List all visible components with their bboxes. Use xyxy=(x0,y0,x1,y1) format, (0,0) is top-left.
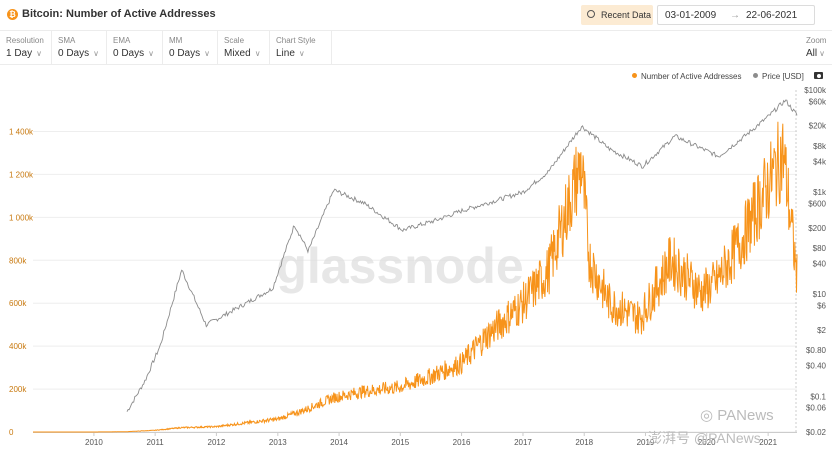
chart-style-value: Line xyxy=(276,48,295,59)
y-right-tick-label: $0.40 xyxy=(806,362,827,371)
watermark-logo: glassnode xyxy=(276,238,523,294)
scale-label: Scale xyxy=(224,36,245,45)
mm-select[interactable]: MM 0 Days ∨ xyxy=(163,31,218,64)
y-right-tick-label: $1k xyxy=(813,188,827,197)
chart-style-label: Chart Style xyxy=(276,36,316,45)
y-right-tick-label: $40 xyxy=(813,259,827,268)
y-right-tick-label: $0.1 xyxy=(810,392,826,401)
y-right-tick-label: $600 xyxy=(808,199,826,208)
chevron-down-icon: ∨ xyxy=(36,49,42,58)
y-left-tick-label: 800k xyxy=(9,256,27,265)
y-right-tick-label: $0.02 xyxy=(806,428,827,437)
y-left-tick-label: 400k xyxy=(9,342,27,351)
y-right-tick-label: $60k xyxy=(809,97,827,106)
recent-data-button[interactable]: Recent Data xyxy=(581,5,653,25)
mm-label: MM xyxy=(169,36,183,45)
y-right-tick-label: $100k xyxy=(804,86,827,95)
chevron-down-icon: ∨ xyxy=(298,49,305,58)
y-left-tick-label: 0 xyxy=(9,428,14,437)
legend-item-price[interactable]: Price [USD] xyxy=(753,72,804,81)
legend-dot xyxy=(632,73,637,78)
scale-select[interactable]: Scale Mixed ∨ xyxy=(218,31,270,64)
wechat-icon: ◎ xyxy=(700,407,718,424)
y-left-tick-label: 1 200k xyxy=(9,170,34,179)
y-right-tick-label: $6 xyxy=(817,302,826,311)
x-tick-label: 2019 xyxy=(637,438,655,447)
legend-label: Number of Active Addresses xyxy=(641,72,742,81)
x-tick-label: 2018 xyxy=(575,438,593,447)
watermark-prefix: 澎湃号 xyxy=(648,430,690,446)
ema-select[interactable]: EMA 0 Days ∨ xyxy=(107,31,163,64)
y-left-tick-label: 200k xyxy=(9,385,27,394)
x-tick-label: 2016 xyxy=(453,438,471,447)
camera-icon[interactable] xyxy=(814,72,823,79)
resolution-label: Resolution xyxy=(6,36,44,45)
y-left-tick-label: 1 000k xyxy=(9,213,34,222)
chevron-down-icon: ∨ xyxy=(819,49,825,58)
x-tick-label: 2011 xyxy=(147,438,165,447)
legend-label: Price [USD] xyxy=(762,72,804,81)
arrow-right-icon: → xyxy=(730,10,740,21)
y-right-tick-label: $4k xyxy=(813,157,827,166)
date-start[interactable]: 03-01-2009 xyxy=(665,10,717,21)
zoom-select[interactable]: Zoom All ∨ xyxy=(800,31,832,64)
legend-dot xyxy=(753,73,758,78)
y-right-tick-label: $2 xyxy=(817,326,826,335)
sma-select[interactable]: SMA 0 Days ∨ xyxy=(52,31,107,64)
chart-style-select[interactable]: Chart Style Line ∨ xyxy=(270,31,332,64)
x-tick-label: 2021 xyxy=(759,438,777,447)
y-right-tick-label: $10 xyxy=(813,290,827,299)
addresses-series-line xyxy=(33,121,798,433)
clock-icon xyxy=(587,10,595,18)
y-right-tick-label: $8k xyxy=(813,142,827,151)
ema-value: 0 Days xyxy=(113,48,145,59)
x-tick-label: 2013 xyxy=(269,438,287,447)
resolution-select[interactable]: Resolution 1 Day ∨ xyxy=(0,31,52,64)
date-range-picker[interactable]: 03-01-2009 → 22-06-2021 xyxy=(657,5,815,25)
x-tick-label: 2012 xyxy=(208,438,226,447)
ema-label: EMA xyxy=(113,36,131,45)
chart-title: Bitcoin: Number of Active Addresses xyxy=(22,8,216,20)
x-tick-label: 2010 xyxy=(85,438,103,447)
y-left-tick-label: 600k xyxy=(9,299,27,308)
controls-bar: Resolution 1 Day ∨ SMA 0 Days ∨ EMA 0 Days… xyxy=(0,31,832,65)
chevron-down-icon: ∨ xyxy=(93,49,99,58)
price-series-line xyxy=(126,99,798,412)
mm-value: 0 Days xyxy=(169,48,201,59)
watermark-source-2: 澎湃号 @PANews xyxy=(648,430,761,446)
watermark-source: ◎ PANews xyxy=(700,406,774,424)
header-bar: ₿ Bitcoin: Number of Active Addresses Re… xyxy=(0,0,832,31)
recent-data-label: Recent Data xyxy=(601,10,652,20)
legend-item-addresses[interactable]: Number of Active Addresses xyxy=(632,72,742,81)
zoom-value: All xyxy=(806,48,818,59)
chevron-down-icon: ∨ xyxy=(254,49,261,58)
x-tick-label: 2017 xyxy=(514,438,532,447)
bitcoin-icon: ₿ xyxy=(7,9,18,20)
chevron-down-icon: ∨ xyxy=(148,49,154,58)
y-right-tick-label: $200 xyxy=(808,224,826,233)
date-end[interactable]: 22-06-2021 xyxy=(746,10,798,21)
y-right-tick-label: $0.80 xyxy=(806,346,827,355)
scale-value: Mixed xyxy=(224,48,251,59)
sma-label: SMA xyxy=(58,36,76,45)
y-left-tick-label: 1 400k xyxy=(9,127,34,136)
sma-value: 0 Days xyxy=(58,48,90,59)
zoom-label: Zoom xyxy=(806,36,827,45)
watermark-source-text: PANews xyxy=(717,407,774,424)
y-right-tick-label: $80 xyxy=(813,244,827,253)
y-right-tick-label: $20k xyxy=(809,122,827,131)
x-tick-label: 2014 xyxy=(330,438,348,447)
watermark-source-text: PANews xyxy=(708,430,761,446)
x-tick-label: 2020 xyxy=(698,438,716,447)
x-tick-label: 2015 xyxy=(391,438,409,447)
y-right-tick-label: $0.06 xyxy=(806,404,827,413)
chevron-down-icon: ∨ xyxy=(204,49,210,58)
resolution-value: 1 Day xyxy=(6,48,33,59)
